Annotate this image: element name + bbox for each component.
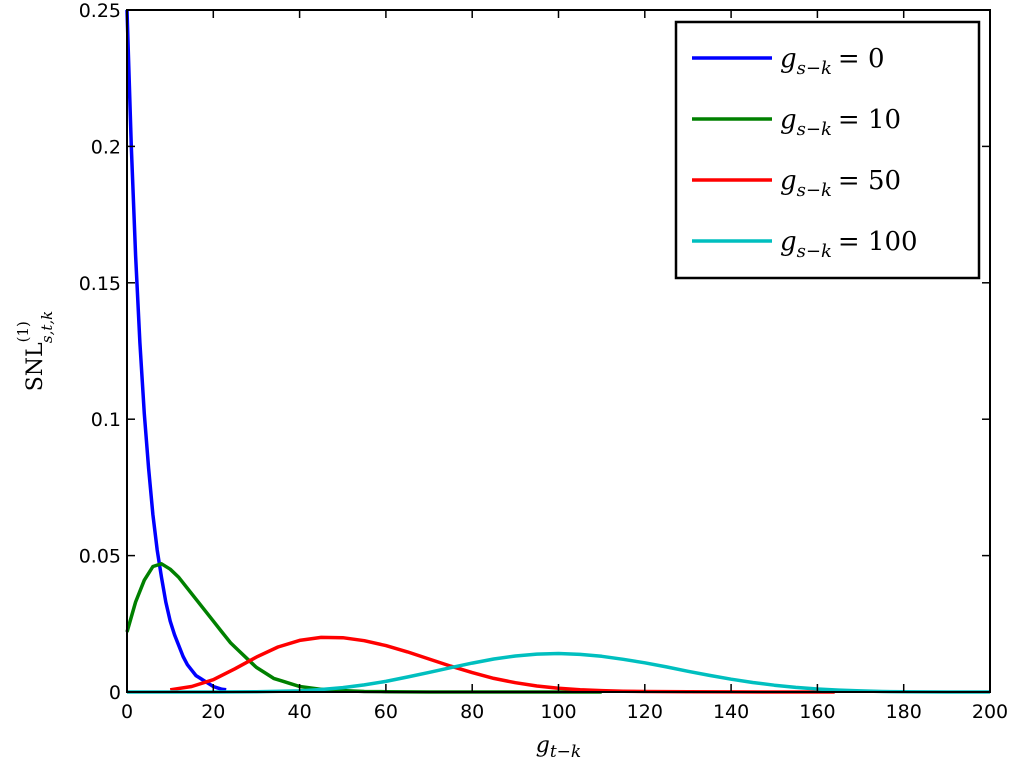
y-tick-label: 0 [109, 682, 121, 704]
x-tick-label: 60 [374, 701, 398, 723]
legend-entry-label: gs−k = 100 [780, 227, 918, 262]
x-tick-label: 40 [288, 701, 312, 723]
y-tick-label: 0.1 [91, 409, 121, 431]
x-axis-label: gt−k [536, 733, 581, 762]
tick-layer: 0 20 40 60 80 100 120 140 160 180 200 0 0.05 0.1 0.15 0… [79, 0, 1008, 723]
x-tick-label: 100 [540, 701, 576, 723]
legend-entry-label: gs−k = 0 [780, 44, 884, 79]
x-tick-label: 180 [886, 701, 922, 723]
series-line-1 [125, 562, 602, 694]
x-tick-label: 0 [121, 701, 133, 723]
legend-box [674, 20, 981, 280]
legend-entry-label: gs−k = 10 [780, 105, 901, 140]
y-axis-label: SNL(1) s,t,k [14, 311, 56, 392]
legend-entry-label: gs−k = 50 [780, 166, 901, 201]
y-tick-label: 0.25 [79, 0, 121, 22]
axis-titles: gt−k SNL(1) s,t,k [14, 311, 581, 762]
legend: gs−k = 0 gs−k = 10 gs−k = 50 gs−k = 100 [674, 20, 981, 280]
y-tick-label: 0.05 [79, 546, 121, 568]
series-line-3 [127, 651, 990, 694]
y-tick-label: 0.2 [91, 136, 121, 158]
series-line-0 [125, 9, 227, 692]
x-tick-label: 160 [799, 701, 835, 723]
x-tick-label: 80 [460, 701, 484, 723]
x-tick-label: 120 [627, 701, 663, 723]
x-tick-label: 20 [201, 701, 225, 723]
x-tick-label: 140 [713, 701, 749, 723]
y-tick-label: 0.15 [79, 273, 121, 295]
series-line-2 [169, 635, 835, 694]
x-tick-label: 200 [972, 701, 1008, 723]
